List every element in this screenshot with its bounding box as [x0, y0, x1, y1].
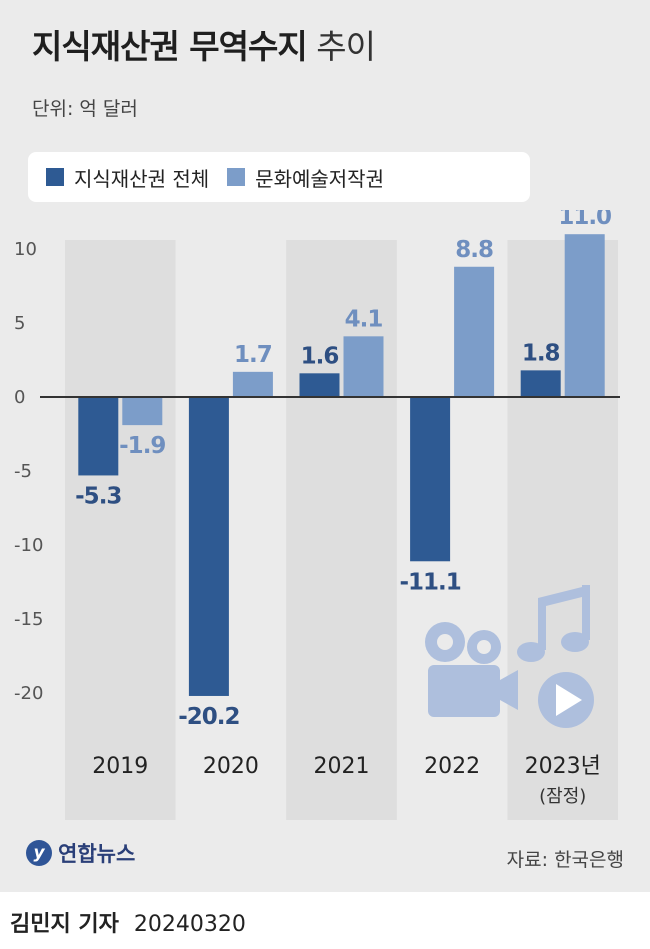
y-tick-label: -5 — [14, 461, 32, 482]
data-label: -5.3 — [75, 483, 121, 509]
data-label: -1.9 — [119, 433, 165, 459]
yonhap-logo: y 연합뉴스 — [26, 838, 135, 868]
legend-label-culture: 문화예술저작권 — [255, 166, 384, 191]
y-tick-label: -10 — [14, 535, 43, 556]
legend-swatch-total — [46, 168, 64, 186]
film-camera-icon — [425, 622, 518, 717]
credit-text: 김민지 기자 20240320 — [10, 906, 246, 938]
bar — [232, 371, 273, 397]
credit-bar: 김민지 기자 20240320 — [0, 892, 650, 949]
bar — [122, 397, 163, 426]
x-tick-label: 2020 — [203, 754, 259, 779]
bar — [520, 370, 561, 397]
bar — [343, 336, 384, 397]
y-tick-label: 10 — [14, 239, 37, 260]
x-tick-note: (잠정) — [539, 786, 586, 807]
bar — [454, 266, 495, 397]
y-tick-label: 0 — [14, 387, 25, 408]
column-band — [65, 240, 176, 820]
data-label: 1.7 — [234, 342, 272, 368]
legend-swatch-culture — [227, 168, 246, 186]
data-label: 1.6 — [301, 343, 339, 369]
y-tick-label: -20 — [14, 683, 43, 704]
bar-chart: 10 5 0 -5 -10 -15 -20 -5.3 -20.2 1.6 -11.1 1.8 -1.9 1… — [14, 210, 620, 820]
legend-label-total: 지식재산권 전체 — [74, 166, 210, 191]
x-tick-label: 2021 — [314, 754, 370, 779]
x-tick-label: 2023년 — [525, 754, 601, 779]
data-label: 1.8 — [522, 340, 560, 366]
yonhap-logo-mark: y — [26, 840, 52, 866]
bar — [410, 397, 451, 562]
y-tick-label: -15 — [14, 609, 43, 630]
bar — [188, 397, 229, 696]
chart-title-bold: 지식재산권 무역수지 — [32, 27, 308, 66]
source-label: 자료: 한국은행 — [506, 849, 624, 871]
legend-item-culture: 문화예술저작권 — [227, 163, 384, 192]
data-label: -11.1 — [399, 569, 460, 595]
y-tick-label: 5 — [14, 313, 25, 334]
reporter-name: 김민지 기자 — [10, 912, 119, 937]
unit-label: 단위: 억 달러 — [32, 98, 138, 120]
x-tick-label: 2022 — [424, 754, 480, 779]
data-label: 4.1 — [345, 306, 383, 332]
credit-date: 20240320 — [133, 912, 246, 937]
data-label: 11.0 — [558, 210, 611, 230]
bar — [564, 234, 605, 397]
yonhap-logo-text: 연합뉴스 — [58, 842, 136, 866]
bar — [78, 397, 119, 476]
play-button-icon — [538, 672, 594, 728]
x-tick-label: 2019 — [92, 754, 148, 779]
legend-item-total: 지식재산권 전체 — [46, 163, 209, 192]
legend: 지식재산권 전체 문화예술저작권 — [28, 152, 530, 202]
data-label: 8.8 — [455, 237, 493, 263]
chart-title-light: 추이 — [316, 27, 376, 66]
bar — [299, 373, 340, 397]
chart-title: 지식재산권 무역수지 추이 — [32, 20, 376, 68]
data-label: -20.2 — [178, 704, 239, 730]
music-note-icon — [517, 585, 590, 662]
